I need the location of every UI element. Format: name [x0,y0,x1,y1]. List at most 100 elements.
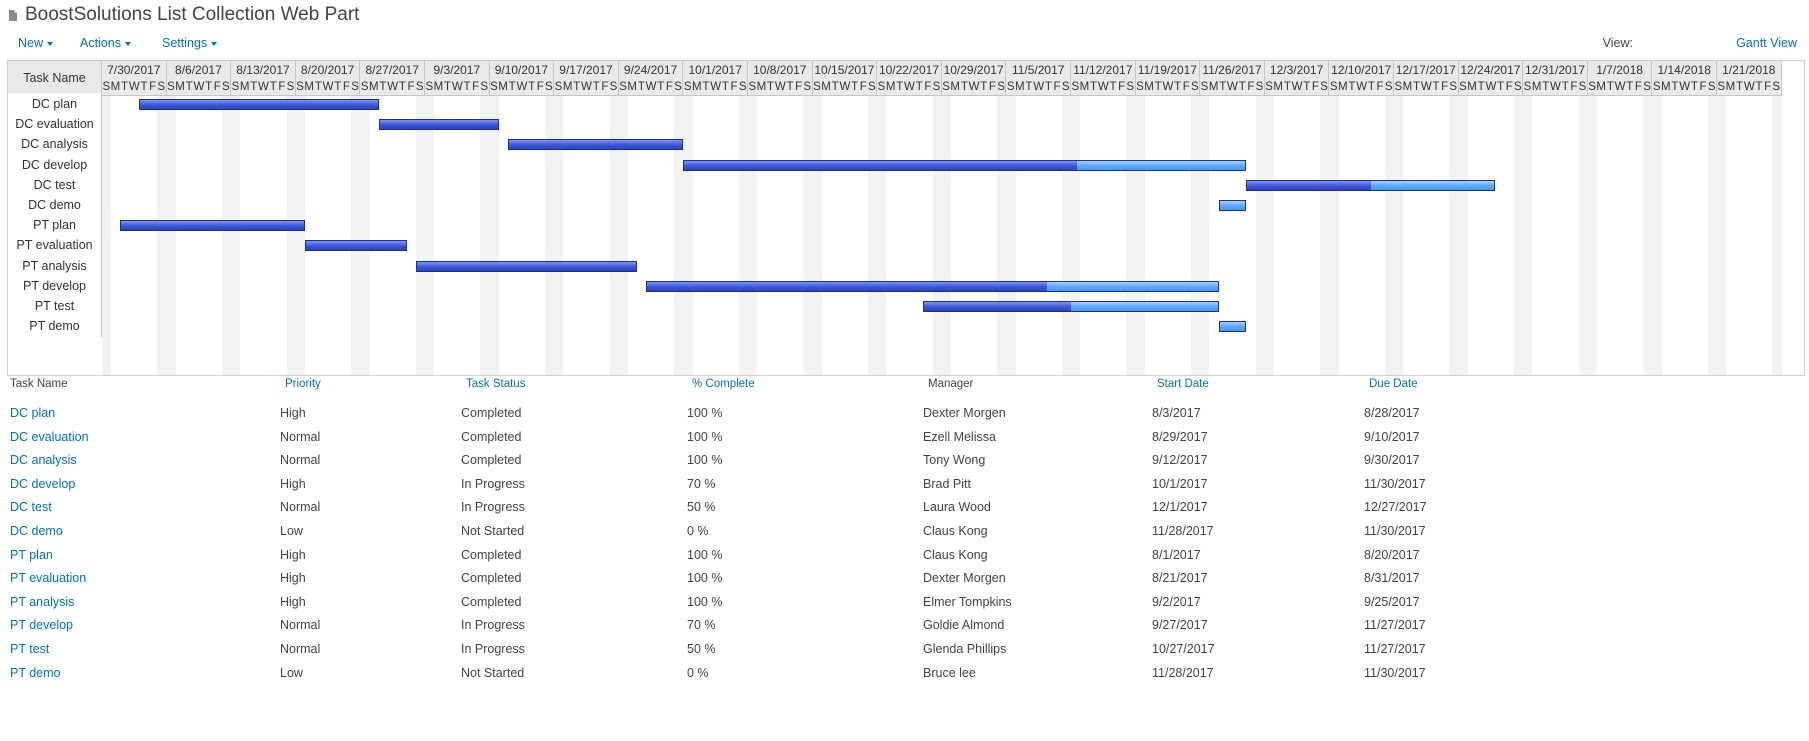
gantt-day-letter: T [896,81,904,93]
weekend-shade [674,96,684,375]
gantt-task-bar[interactable] [1246,179,1496,191]
gantt-day-letter: S [1588,81,1596,93]
start-date-cell: 11/28/2017 [1152,665,1214,680]
gantt-task-bar[interactable] [646,280,1219,292]
weekend-shade [166,96,176,375]
gantt-day-letter: T [1219,81,1227,93]
gantt-day-letter: S [545,81,553,93]
gantt-task-bar[interactable] [305,240,407,252]
weekend-shade [618,96,629,375]
gantt-day-letter: W [1097,81,1109,93]
weekend-shade [351,96,361,375]
header-task-status[interactable]: Task Status [466,378,526,390]
gantt-day-letter: M [1402,81,1413,93]
page-title: BoostSolutions List Collection Web Part [25,4,360,25]
actions-menu[interactable]: Actions [80,36,131,50]
weekend-shade [932,96,942,375]
task-name-link[interactable]: DC evaluation [10,429,89,444]
gantt-remaining-fill [1370,180,1495,190]
start-date-cell: 9/12/2017 [1152,453,1208,468]
gantt-task-bar[interactable] [683,159,1247,171]
weekend-shade [803,96,813,375]
task-name-link[interactable]: PT demo [10,665,61,680]
priority-cell: Low [280,524,303,538]
gantt-day-letter: T [980,81,988,93]
header-due-date[interactable]: Due Date [1369,378,1418,390]
task-name-link[interactable]: DC develop [10,476,76,491]
settings-menu[interactable]: Settings [162,36,218,50]
gantt-task-bar[interactable] [415,260,638,272]
header-priority[interactable]: Priority [285,378,321,390]
task-name-link[interactable]: DC analysis [10,453,77,468]
table-row: DC analysis Normal Completed 100 % Tony Wong… [0,453,1809,477]
manager-cell: Goldie Almond [923,618,1005,633]
gantt-week-header: 9/3/2017 [425,61,490,79]
gantt-day-letter: T [1367,81,1375,93]
gantt-day-letter: F [795,81,803,93]
gantt-task-bar[interactable] [1218,321,1247,333]
table-row: DC plan High Completed 100 % Dexter Morgen 8/… [0,406,1809,430]
gantt-day-letter: S [932,81,941,93]
gantt-week-column [1329,96,1394,375]
gantt-day-letter: T [1736,81,1744,93]
gantt-day-letter: T [269,81,277,93]
view-selector[interactable]: Gantt View [1736,36,1797,50]
status-cell: Completed [461,547,522,562]
weekend-shade [1394,96,1404,375]
gantt-week-column [1394,96,1459,375]
start-date-cell: 11/28/2017 [1152,524,1214,538]
due-date-cell: 9/30/2017 [1364,453,1420,468]
weekend-shade [1061,96,1071,375]
gantt-task-bar[interactable] [138,99,379,110]
gantt-day-letter: F [1376,81,1384,93]
chevron-down-icon [47,41,54,46]
gantt-week-header: 10/8/2017 [748,61,813,79]
table-row: PT develop Normal In Progress 70 % Goldie Al… [0,618,1809,642]
header-percent-complete[interactable]: % Complete [692,378,755,390]
task-name-link[interactable]: PT plan [10,547,53,562]
header-start-date[interactable]: Start Date [1157,378,1209,390]
weekend-shade [812,96,822,375]
gantt-task-bar[interactable] [120,220,306,232]
gantt-timeline: 7/30/2017 S M T W T F S 8/6/2017 S M T W T F S 8/13/2017… [102,61,1804,375]
gantt-day-letter: F [213,81,221,93]
task-name-link[interactable]: PT evaluation [10,571,87,586]
table-row: DC develop High In Progress 70 % Brad Pitt 10… [0,477,1809,501]
gantt-day-letter: T [1542,81,1550,93]
new-menu[interactable]: New [18,36,54,50]
gantt-day-letter: T [1283,81,1291,93]
task-name-link[interactable]: PT test [10,642,50,656]
table-row: DC evaluation Normal Completed 100 % Ezell M… [0,430,1809,454]
status-cell: Completed [461,594,522,609]
task-name-link[interactable]: DC test [10,500,52,515]
gantt-week-column [1523,96,1588,375]
gantt-task-bar[interactable] [378,119,499,131]
task-name-link[interactable]: PT analysis [10,594,75,609]
gantt-task-bar[interactable] [923,301,1219,312]
task-name-link[interactable]: DC demo [10,524,63,538]
gantt-task-bar[interactable] [1218,200,1247,211]
gantt-day-letter: S [619,81,627,93]
gantt-day-letter: T [1348,81,1356,93]
start-date-cell: 10/1/2017 [1152,476,1208,491]
weekend-shade [1449,96,1459,375]
task-name-link[interactable]: PT develop [10,618,74,633]
priority-cell: Normal [280,618,321,633]
gantt-day-letter: F [472,81,480,93]
gantt-task-bar[interactable] [508,139,684,151]
gantt-day-letter: S [296,81,304,93]
task-name-link[interactable]: DC plan [10,406,56,420]
status-cell: Completed [461,429,522,444]
gantt-day-letter: T [831,81,839,93]
gantt-day-letter: W [387,81,399,93]
gantt-day-letter: F [1699,81,1707,93]
document-icon [9,9,17,21]
gantt-week-column [1135,96,1201,375]
gantt-day-letter: S [748,81,757,93]
